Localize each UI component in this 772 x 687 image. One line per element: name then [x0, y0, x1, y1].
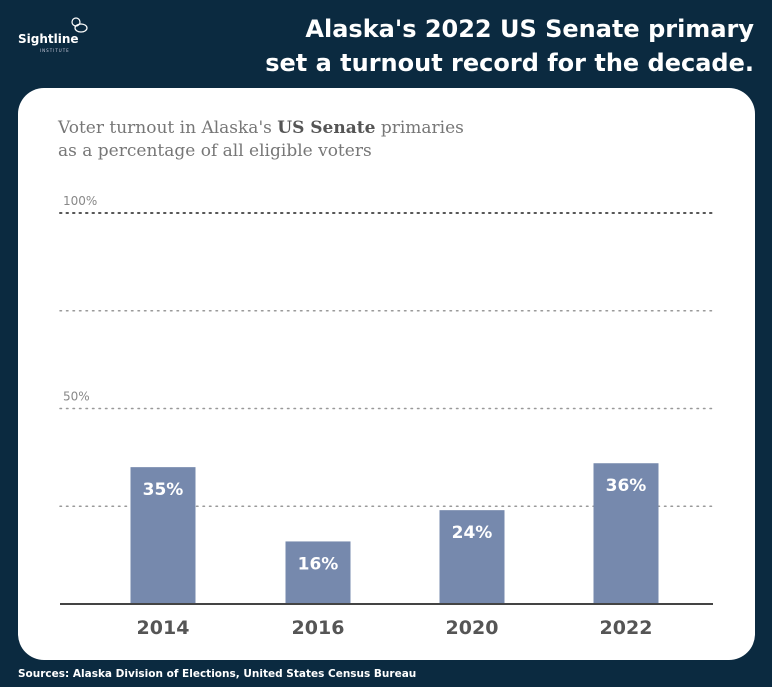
subtitle-line-2: as a percentage of all eligible voters [58, 141, 372, 161]
headline-line-1: Alaska's 2022 US Senate primary [305, 15, 754, 43]
bar-2014 [130, 467, 196, 604]
data-label: 36% [606, 476, 647, 496]
data-label: 16% [298, 554, 339, 574]
x-tick-label: 2022 [600, 617, 653, 639]
bar-2022 [593, 463, 659, 604]
logo-mark-icon [71, 17, 88, 33]
x-tick-label: 2014 [137, 617, 190, 639]
logo-name: Sightline [18, 32, 79, 46]
headline: Alaska's 2022 US Senate primary set a tu… [265, 12, 754, 80]
y-tick-label: 100% [63, 194, 97, 208]
x-tick-label: 2016 [292, 617, 345, 639]
data-label: 24% [452, 523, 493, 543]
bar-2016 [285, 541, 351, 604]
logo-sub: INSTITUTE [40, 48, 70, 53]
subtitle-pre: Voter turnout in Alaska's [58, 118, 278, 138]
bar-2020 [439, 510, 505, 604]
chart-subtitle: Voter turnout in Alaska's US Senate prim… [58, 117, 464, 163]
subtitle-post: primaries [375, 118, 464, 138]
x-tick-label: 2020 [446, 617, 499, 639]
subtitle-bold: US Senate [277, 118, 376, 138]
data-label: 35% [143, 480, 184, 500]
y-tick-label: 50% [63, 390, 90, 404]
source-note: Sources: Alaska Division of Elections, U… [18, 668, 417, 680]
headline-line-2: set a turnout record for the decade. [265, 49, 754, 77]
